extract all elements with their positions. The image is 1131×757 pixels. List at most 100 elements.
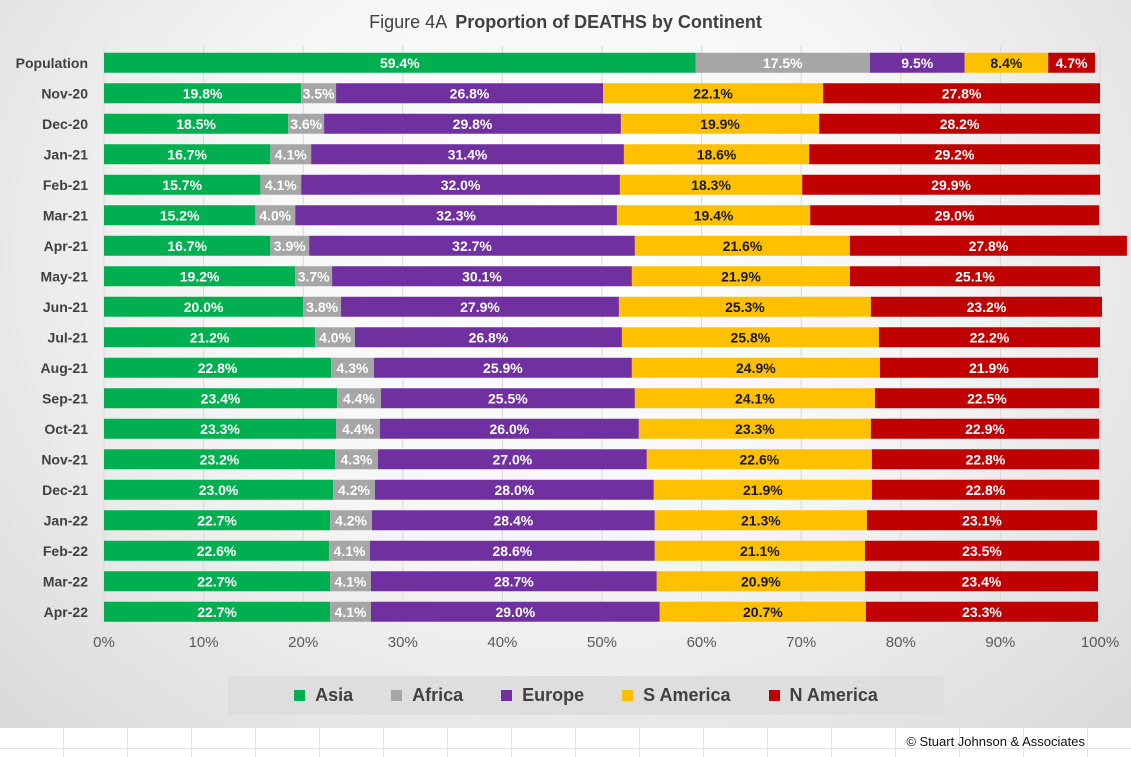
category-label: May-21 bbox=[41, 268, 89, 284]
legend-swatch bbox=[622, 690, 634, 701]
bar-segment-n-america bbox=[874, 388, 1100, 409]
data-label: 22.9% bbox=[965, 421, 1005, 437]
bar-segment-asia bbox=[104, 327, 316, 348]
data-label: 26.8% bbox=[469, 329, 509, 345]
category-label: Jun-21 bbox=[43, 299, 88, 315]
data-label: 23.3% bbox=[735, 421, 775, 437]
data-label: 28.2% bbox=[940, 116, 980, 132]
copyright-notice: © Stuart Johnson & Associates bbox=[906, 734, 1085, 749]
data-label: 21.6% bbox=[723, 238, 763, 254]
category-label: Nov-20 bbox=[41, 85, 88, 101]
bar-segment-africa bbox=[270, 235, 310, 256]
x-tick-label: 40% bbox=[487, 634, 517, 651]
category-label: Oct-21 bbox=[44, 421, 88, 437]
bar-segment-s-america bbox=[619, 174, 803, 195]
bar-segment-s-america bbox=[964, 52, 1049, 73]
bar-segment-n-america bbox=[866, 510, 1098, 531]
category-label: Mar-21 bbox=[43, 207, 88, 223]
data-label: 23.2% bbox=[200, 451, 240, 467]
data-label: 22.8% bbox=[198, 360, 238, 376]
legend-swatch bbox=[768, 690, 780, 701]
data-label: 22.7% bbox=[197, 512, 237, 528]
bar-segment-africa bbox=[331, 357, 374, 378]
bar-segment-africa bbox=[335, 449, 378, 470]
data-label: 4.1% bbox=[275, 146, 307, 162]
bar-segment-asia bbox=[104, 571, 331, 592]
category-label: Dec-20 bbox=[42, 116, 88, 132]
data-label: 32.0% bbox=[441, 177, 481, 193]
legend-item: N America bbox=[768, 685, 878, 706]
bar-segment-asia bbox=[104, 510, 331, 531]
data-label: 4.4% bbox=[342, 421, 374, 437]
data-label: 23.4% bbox=[201, 390, 241, 406]
bar-segment-africa bbox=[336, 418, 380, 439]
data-label: 3.5% bbox=[303, 85, 335, 101]
data-label: 4.4% bbox=[343, 390, 375, 406]
bar-segment-s-america bbox=[634, 388, 875, 409]
data-label: 29.0% bbox=[495, 604, 535, 620]
bar-segment-europe bbox=[354, 327, 622, 348]
data-label: 15.2% bbox=[160, 207, 200, 223]
chart-title-main: Proportion of DEATHS by Continent bbox=[455, 12, 762, 32]
x-tick-label: 0% bbox=[93, 634, 115, 651]
bar-segment-asia bbox=[104, 601, 331, 622]
legend-swatch bbox=[391, 690, 403, 701]
bar-segment-asia bbox=[104, 449, 336, 470]
data-label: 24.9% bbox=[736, 360, 776, 376]
bar-segment-n-america bbox=[802, 174, 1100, 195]
bar-segment-asia bbox=[104, 52, 696, 73]
bar-segment-africa bbox=[303, 296, 342, 317]
data-label: 19.4% bbox=[694, 207, 734, 223]
bar-segment-n-america bbox=[871, 449, 1100, 470]
data-label: 22.2% bbox=[970, 329, 1010, 345]
bar-segment-africa bbox=[330, 510, 372, 531]
bar-segment-n-america bbox=[864, 540, 1100, 561]
category-label: Nov-21 bbox=[41, 451, 88, 467]
category-label: Feb-21 bbox=[43, 177, 88, 193]
bar-segment-europe bbox=[370, 601, 660, 622]
data-label: 23.5% bbox=[962, 543, 1002, 559]
data-label: 4.2% bbox=[338, 482, 370, 498]
bar-segment-s-america bbox=[620, 113, 820, 134]
bar-segment-africa bbox=[337, 388, 381, 409]
bar-segment-s-america bbox=[656, 571, 865, 592]
bar-segment-africa bbox=[255, 205, 296, 226]
data-label: 20.7% bbox=[743, 604, 783, 620]
bar-segment-s-america bbox=[654, 540, 865, 561]
data-label: 29.2% bbox=[935, 146, 975, 162]
bar-segment-n-america bbox=[850, 266, 1100, 287]
bar-segment-europe bbox=[379, 418, 639, 439]
legend-item: Asia bbox=[294, 685, 353, 706]
chart-title: Figure 4A Proportion of DEATHS by Contine… bbox=[0, 12, 1131, 33]
data-label: 17.5% bbox=[763, 55, 803, 71]
category-label: Apr-21 bbox=[44, 238, 89, 254]
data-label: 4.1% bbox=[335, 604, 367, 620]
bar-segment-europe bbox=[371, 510, 655, 531]
bar-segment-asia bbox=[104, 357, 332, 378]
bar-segment-asia bbox=[104, 388, 338, 409]
x-tick-label: 100% bbox=[1081, 634, 1119, 651]
bar-segment-n-america bbox=[865, 601, 1099, 622]
bar-segment-s-america bbox=[654, 510, 867, 531]
bar-segment-s-america bbox=[638, 418, 871, 439]
data-label: 4.1% bbox=[334, 543, 366, 559]
bar-segment-europe bbox=[370, 571, 657, 592]
data-label: 24.1% bbox=[735, 390, 775, 406]
data-label: 25.5% bbox=[488, 390, 528, 406]
category-label: Apr-22 bbox=[44, 604, 89, 620]
legend-label: Europe bbox=[522, 685, 585, 705]
data-label: 23.3% bbox=[200, 421, 240, 437]
x-tick-label: 10% bbox=[189, 634, 219, 651]
legend-swatch bbox=[501, 690, 513, 701]
bar-segment-africa bbox=[260, 174, 302, 195]
legend-label: Africa bbox=[412, 685, 464, 705]
data-label: 8.4% bbox=[990, 55, 1022, 71]
category-label: Jul-21 bbox=[48, 329, 89, 345]
bar-segment-africa bbox=[315, 327, 355, 348]
bar-segment-asia bbox=[104, 540, 330, 561]
bar-segment-s-america bbox=[602, 83, 824, 104]
data-label: 27.8% bbox=[969, 238, 1009, 254]
data-label: 29.0% bbox=[935, 207, 975, 223]
bar-segment-n-america bbox=[819, 113, 1100, 134]
data-label: 18.6% bbox=[697, 146, 737, 162]
